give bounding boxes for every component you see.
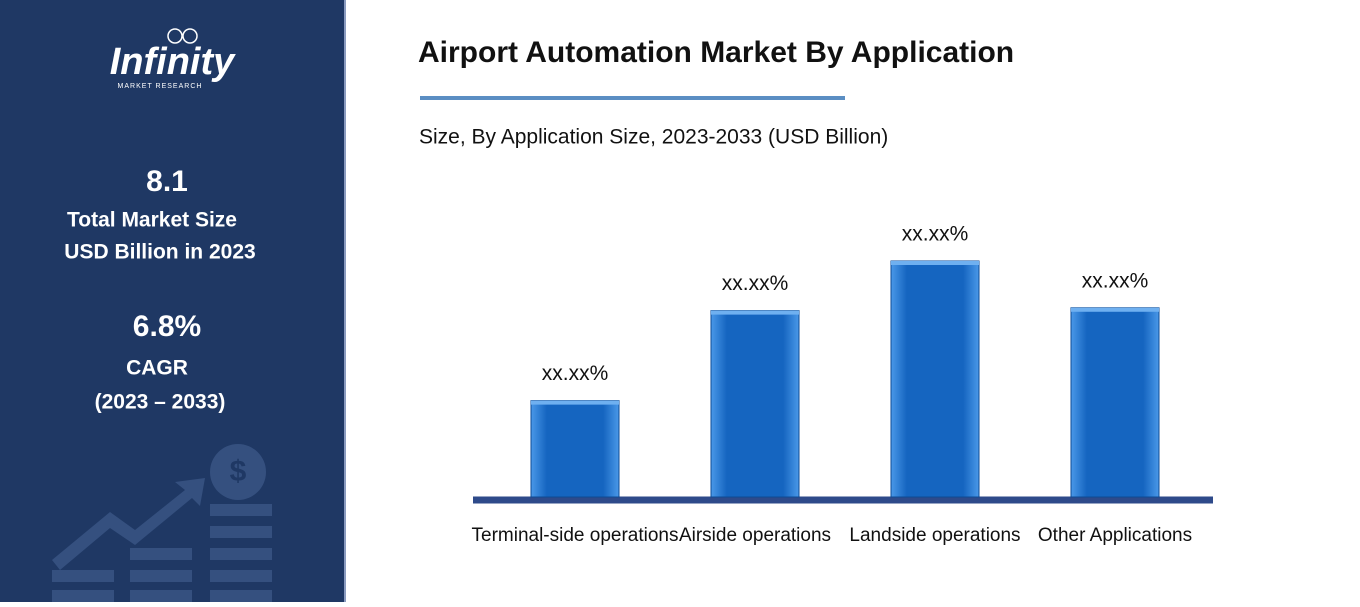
decor-icon <box>52 444 272 602</box>
bar-highlight <box>711 310 799 315</box>
decor-icon: $ <box>230 455 247 488</box>
stat-label: (2023 – 2033) <box>95 391 226 414</box>
x-tick-label: Terminal-side operations <box>472 525 679 546</box>
logo-icon <box>167 28 183 44</box>
logo-name: Infinity <box>110 41 236 83</box>
stat-label: USD Billion in 2023 <box>64 241 255 264</box>
stat-label: CAGR <box>126 357 188 380</box>
stat-label: Total Market Size <box>67 209 237 232</box>
chart-title: Airport Automation Market By Application <box>418 36 1014 69</box>
bar <box>1070 307 1160 498</box>
bar <box>890 260 980 498</box>
stat-value: 6.8% <box>133 310 201 343</box>
bar-highlight <box>531 400 619 405</box>
chart-subtitle: Size, By Application Size, 2023-2033 (US… <box>419 126 888 149</box>
x-tick-label: Landside operations <box>849 525 1020 546</box>
bar-highlight <box>1071 307 1159 312</box>
bar <box>530 400 620 498</box>
bar-highlight <box>891 261 979 265</box>
stat-value: 8.1 <box>146 165 188 198</box>
logo: Infinity MARKET RESEARCH <box>110 28 236 90</box>
x-tick-label: Airside operations <box>679 525 831 546</box>
logo-icon <box>182 28 198 44</box>
value-label: xx.xx% <box>542 362 609 385</box>
x-tick-label: Other Applications <box>1038 525 1192 546</box>
value-label: xx.xx% <box>902 223 969 246</box>
value-label: xx.xx% <box>1082 269 1149 292</box>
value-label: xx.xx% <box>722 272 789 295</box>
bar <box>710 310 800 498</box>
logo-tagline: MARKET RESEARCH <box>118 83 203 90</box>
